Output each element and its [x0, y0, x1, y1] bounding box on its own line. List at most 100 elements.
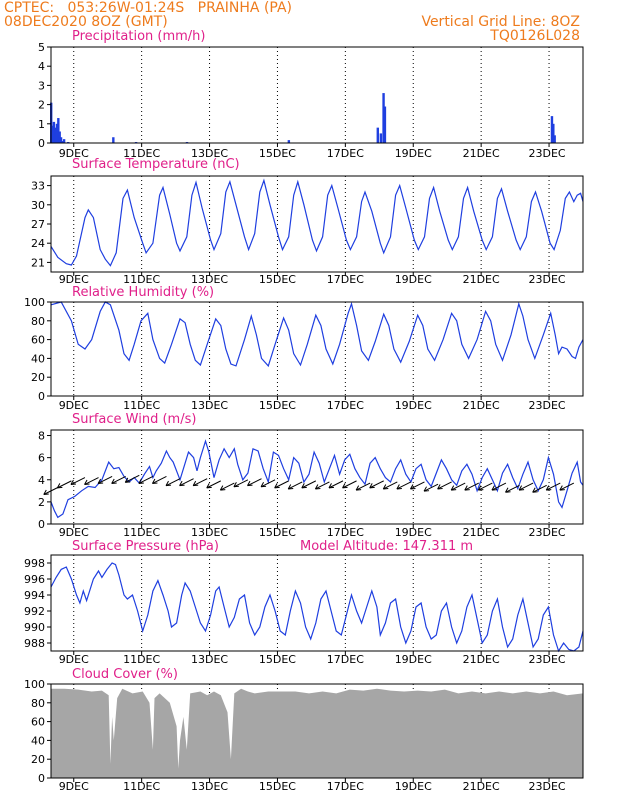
precipitation-bar-1	[51, 125, 54, 143]
humidity-xtick-label-3: 15DEC	[259, 399, 296, 412]
precipitation-xtick-label-4: 17DEC	[327, 147, 364, 160]
wind-arrowhead-11	[192, 480, 199, 487]
wind-arrow-5	[111, 475, 126, 484]
cloud-ytick-label-1: 20	[31, 753, 45, 766]
precipitation-bar-3	[54, 127, 57, 143]
header-date-line: 08DEC2020 8OZ (GMT)	[4, 14, 168, 30]
humidity-ytick-label-3: 60	[31, 334, 45, 347]
humidity-ytick-label-5: 100	[24, 296, 45, 309]
wind-arrowhead-13	[219, 485, 226, 491]
wind-line	[50, 439, 584, 519]
temperature-xtick-label-4: 17DEC	[327, 273, 364, 286]
precipitation-xtick-label-2: 13DEC	[191, 147, 228, 160]
cloud-xtick-label-3: 15DEC	[259, 780, 296, 793]
cloud-panel: 0 20 40 60 80 100 9DEC 11DEC 13DEC 15DEC 17DEC 19DE…	[24, 667, 584, 793]
temperature-xtick-label-0: 9DEC	[59, 273, 89, 286]
temperature-ytick-label-2: 27	[31, 218, 45, 231]
humidity-xtick-label-2: 13DEC	[191, 399, 228, 412]
precipitation-xtick-label-0: 9DEC	[59, 147, 89, 160]
wind-arrow-26	[396, 481, 412, 490]
wind-arrow-20	[315, 481, 330, 490]
humidity-xtick-label-6: 21DEC	[463, 399, 500, 412]
precipitation-bar-21	[553, 135, 556, 143]
wind-arrowhead-36	[532, 487, 538, 493]
cloud-xtick-label-0: 9DEC	[59, 780, 89, 793]
wind-arrow-8	[152, 475, 167, 484]
wind-arrowhead-23	[355, 485, 362, 491]
wind-arrowhead-12	[206, 483, 212, 489]
precipitation-bar-4	[55, 123, 59, 143]
temperature-xtick-label-3: 15DEC	[259, 273, 296, 286]
wind-arrowhead-24	[369, 483, 375, 489]
wind-arrowhead-20	[314, 484, 321, 490]
wind-arrowhead-33	[491, 485, 497, 491]
pressure-frame	[50, 554, 584, 652]
pressure-subtitle: Model Altitude: 147.311 m	[300, 539, 473, 554]
wind-arrowhead-9	[165, 480, 172, 487]
pressure-xtick-label-7: 23DEC	[528, 653, 565, 666]
wind-arrowhead-21	[328, 483, 335, 489]
wind-ytick-label-4: 8	[38, 430, 45, 443]
temperature-frame	[50, 175, 584, 273]
cloud-xtick-label-7: 23DEC	[528, 780, 565, 793]
wind-xtick-label-7: 23DEC	[528, 526, 565, 539]
cloud-xtick-label-2: 13DEC	[191, 780, 228, 793]
pressure-title: Surface Pressure (hPa)	[72, 539, 219, 554]
wind-arrowhead-35	[518, 485, 525, 491]
wind-arrow-18	[288, 481, 303, 490]
wind-arrow-29	[437, 481, 452, 490]
pressure-xtick-label-0: 9DEC	[59, 653, 89, 666]
wind-arrowhead-0	[43, 489, 49, 496]
precipitation-ytick-label-3: 3	[38, 79, 45, 92]
wind-arrowhead-2	[70, 479, 76, 486]
wind-arrow-27	[410, 481, 425, 490]
precipitation-bar-6	[58, 131, 61, 143]
pressure-panel: 988 990 992 994 996 998 9DEC 11DEC 13DEC 15DEC 17D…	[24, 539, 584, 666]
wind-frame	[50, 429, 584, 525]
precipitation-bar-7	[59, 137, 63, 143]
precipitation-bar-17	[382, 93, 385, 143]
wind-arrowhead-1	[56, 483, 63, 489]
wind-arrowhead-32	[477, 485, 484, 491]
pressure-line	[50, 562, 584, 653]
wind-arrow-37	[546, 482, 561, 491]
wind-arrowhead-31	[464, 485, 470, 491]
precipitation-bar-15	[376, 127, 380, 143]
wind-arrowhead-3	[84, 479, 90, 486]
wind-arrow-36	[532, 484, 547, 493]
temperature-title: Surface Temperature (nC)	[72, 157, 240, 172]
wind-xtick-label-2: 13DEC	[191, 526, 228, 539]
precipitation-bar-14	[287, 140, 291, 143]
humidity-xtick-label-4: 17DEC	[327, 399, 364, 412]
wind-arrowhead-38	[559, 485, 565, 491]
precipitation-bar-20	[552, 123, 555, 143]
wind-arrow-12	[206, 480, 221, 489]
precipitation-bar-18	[383, 106, 387, 143]
wind-ytick-label-0: 0	[38, 518, 45, 531]
humidity-xtick-label-7: 23DEC	[528, 399, 565, 412]
wind-arrow-21	[328, 480, 344, 489]
pressure-ytick-label-5: 998	[24, 557, 45, 570]
wind-arrow-10	[179, 478, 194, 487]
header-grid-line: Vertical Grid Line: 8OZ	[421, 14, 580, 30]
wind-arrowhead-5	[111, 478, 117, 484]
precipitation-bar-19	[550, 116, 554, 143]
cloud-ytick-label-4: 80	[31, 697, 45, 710]
pressure-xtick-label-6: 21DEC	[463, 653, 500, 666]
wind-arrow-22	[342, 480, 357, 489]
wind-ytick-label-1: 2	[38, 496, 45, 509]
humidity-xtick-label-1: 11DEC	[123, 399, 160, 412]
wind-xtick-label-5: 19DEC	[395, 526, 432, 539]
pressure-xtick-label-4: 17DEC	[327, 653, 364, 666]
precipitation-xtick-label-7: 23DEC	[528, 147, 565, 160]
precipitation-title: Precipitation (mm/h)	[72, 29, 205, 44]
wind-ytick-label-3: 6	[38, 452, 45, 465]
precipitation-ytick-label-4: 4	[38, 60, 45, 73]
humidity-ytick-label-4: 80	[31, 315, 45, 328]
wind-arrow-15	[247, 478, 262, 487]
pressure-xtick-label-2: 13DEC	[191, 653, 228, 666]
cloud-ytick-label-5: 100	[24, 678, 45, 691]
wind-ytick-label-2: 4	[38, 474, 45, 487]
humidity-ytick-label-1: 20	[31, 371, 45, 384]
precipitation-bar-8	[61, 141, 64, 143]
